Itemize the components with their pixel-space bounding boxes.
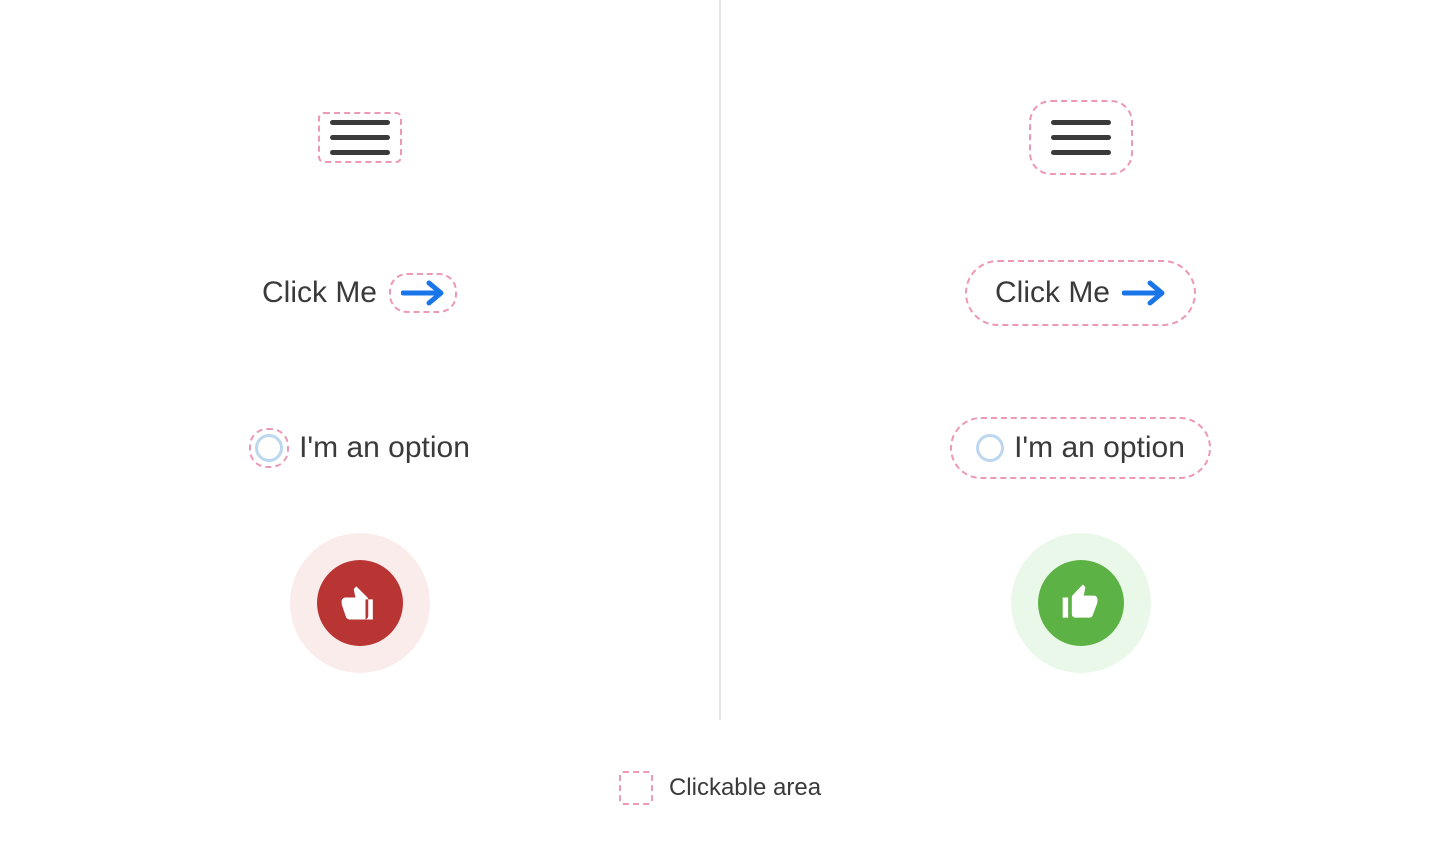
arrow-right-icon bbox=[401, 279, 445, 307]
hamburger-icon bbox=[330, 120, 390, 155]
hamburger-clickable-area-large[interactable] bbox=[1029, 100, 1133, 175]
option-label: I'm an option bbox=[1014, 431, 1185, 465]
row-hamburger-left bbox=[0, 60, 719, 215]
button-click-me-right: Click Me bbox=[995, 276, 1166, 310]
hamburger-line bbox=[330, 120, 390, 125]
button-click-me-left: Click Me bbox=[262, 273, 457, 313]
hamburger-line bbox=[1051, 150, 1111, 155]
row-thumb-right bbox=[721, 525, 1440, 680]
option-right: I'm an option bbox=[976, 431, 1185, 465]
option-clickable-area-large[interactable]: I'm an option bbox=[950, 417, 1211, 479]
panel-right-good: Click Me I'm an option bbox=[721, 0, 1440, 720]
comparison-container: Click Me I'm an option bbox=[0, 0, 1440, 720]
hamburger-icon bbox=[1051, 120, 1111, 155]
thumbs-up-circle bbox=[1038, 560, 1124, 646]
hamburger-line bbox=[1051, 120, 1111, 125]
thumbs-down-circle bbox=[317, 560, 403, 646]
button-label: Click Me bbox=[995, 276, 1110, 310]
row-thumb-left bbox=[0, 525, 719, 680]
arrow-clickable-area-tight[interactable] bbox=[389, 273, 457, 313]
radio-icon bbox=[255, 434, 283, 462]
button-clickable-area-large[interactable]: Click Me bbox=[965, 260, 1196, 326]
hamburger-clickable-area-tight[interactable] bbox=[318, 112, 402, 163]
thumbs-down-badge bbox=[290, 533, 430, 673]
hamburger-line bbox=[330, 135, 390, 140]
row-option-left: I'm an option bbox=[0, 370, 719, 525]
button-label: Click Me bbox=[262, 276, 377, 310]
legend-swatch bbox=[619, 771, 653, 805]
radio-clickable-area-tight[interactable] bbox=[249, 428, 289, 468]
thumbs-up-badge bbox=[1011, 533, 1151, 673]
thumbs-up-icon bbox=[1059, 581, 1103, 625]
radio-icon bbox=[976, 434, 1004, 462]
thumbs-down-icon bbox=[338, 581, 382, 625]
arrow-right-icon bbox=[1122, 279, 1166, 307]
row-option-right: I'm an option bbox=[721, 370, 1440, 525]
option-left: I'm an option bbox=[249, 428, 470, 468]
row-button-left: Click Me bbox=[0, 215, 719, 370]
panel-left-bad: Click Me I'm an option bbox=[0, 0, 719, 720]
option-label: I'm an option bbox=[299, 431, 470, 465]
hamburger-line bbox=[1051, 135, 1111, 140]
row-button-right: Click Me bbox=[721, 215, 1440, 370]
legend-label: Clickable area bbox=[669, 774, 821, 802]
row-hamburger-right bbox=[721, 60, 1440, 215]
legend: Clickable area bbox=[619, 771, 821, 805]
hamburger-line bbox=[330, 150, 390, 155]
